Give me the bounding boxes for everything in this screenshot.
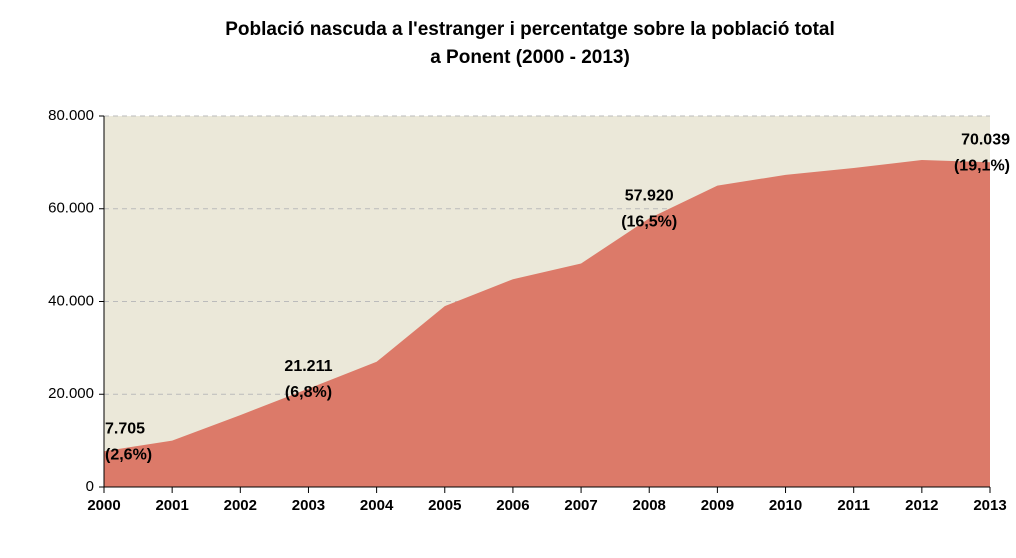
x-tick-label: 2010 bbox=[769, 497, 802, 514]
x-tick-label: 2001 bbox=[155, 497, 188, 514]
x-tick-label: 2003 bbox=[292, 497, 325, 514]
data-label: 7.705 bbox=[105, 420, 145, 437]
x-tick-label: 2008 bbox=[633, 497, 666, 514]
data-label: 21.211 bbox=[284, 358, 332, 375]
area bbox=[104, 160, 990, 487]
y-tick-label: 80.000 bbox=[48, 107, 94, 124]
y-tick-label: 0 bbox=[86, 478, 94, 495]
percentage-label: (19,1%) bbox=[954, 157, 1010, 174]
x-tick-label: 2002 bbox=[224, 497, 257, 514]
percentage-label: (2,6%) bbox=[105, 446, 152, 463]
x-tick-label: 2013 bbox=[973, 497, 1006, 514]
chart-title: a Ponent (2000 - 2013) bbox=[430, 47, 630, 68]
x-tick-label: 2005 bbox=[428, 497, 461, 514]
x-tick-label: 2012 bbox=[905, 497, 938, 514]
chart-title: Població nascuda a l'estranger i percent… bbox=[225, 19, 835, 40]
y-tick-label: 60.000 bbox=[48, 200, 94, 217]
percentage-label: (16,5%) bbox=[621, 214, 677, 231]
x-tick-label: 2006 bbox=[496, 497, 529, 514]
data-label: 70.039 bbox=[961, 131, 1010, 148]
x-tick-label: 2011 bbox=[837, 497, 870, 514]
x-tick-label: 2004 bbox=[360, 497, 394, 514]
y-tick-label: 20.000 bbox=[48, 385, 94, 402]
data-label: 57.920 bbox=[625, 188, 674, 205]
y-tick-label: 40.000 bbox=[48, 292, 94, 309]
percentage-label: (6,8%) bbox=[285, 384, 332, 401]
x-tick-label: 2000 bbox=[87, 497, 120, 514]
x-tick-label: 2007 bbox=[564, 497, 597, 514]
x-tick-label: 2009 bbox=[701, 497, 734, 514]
